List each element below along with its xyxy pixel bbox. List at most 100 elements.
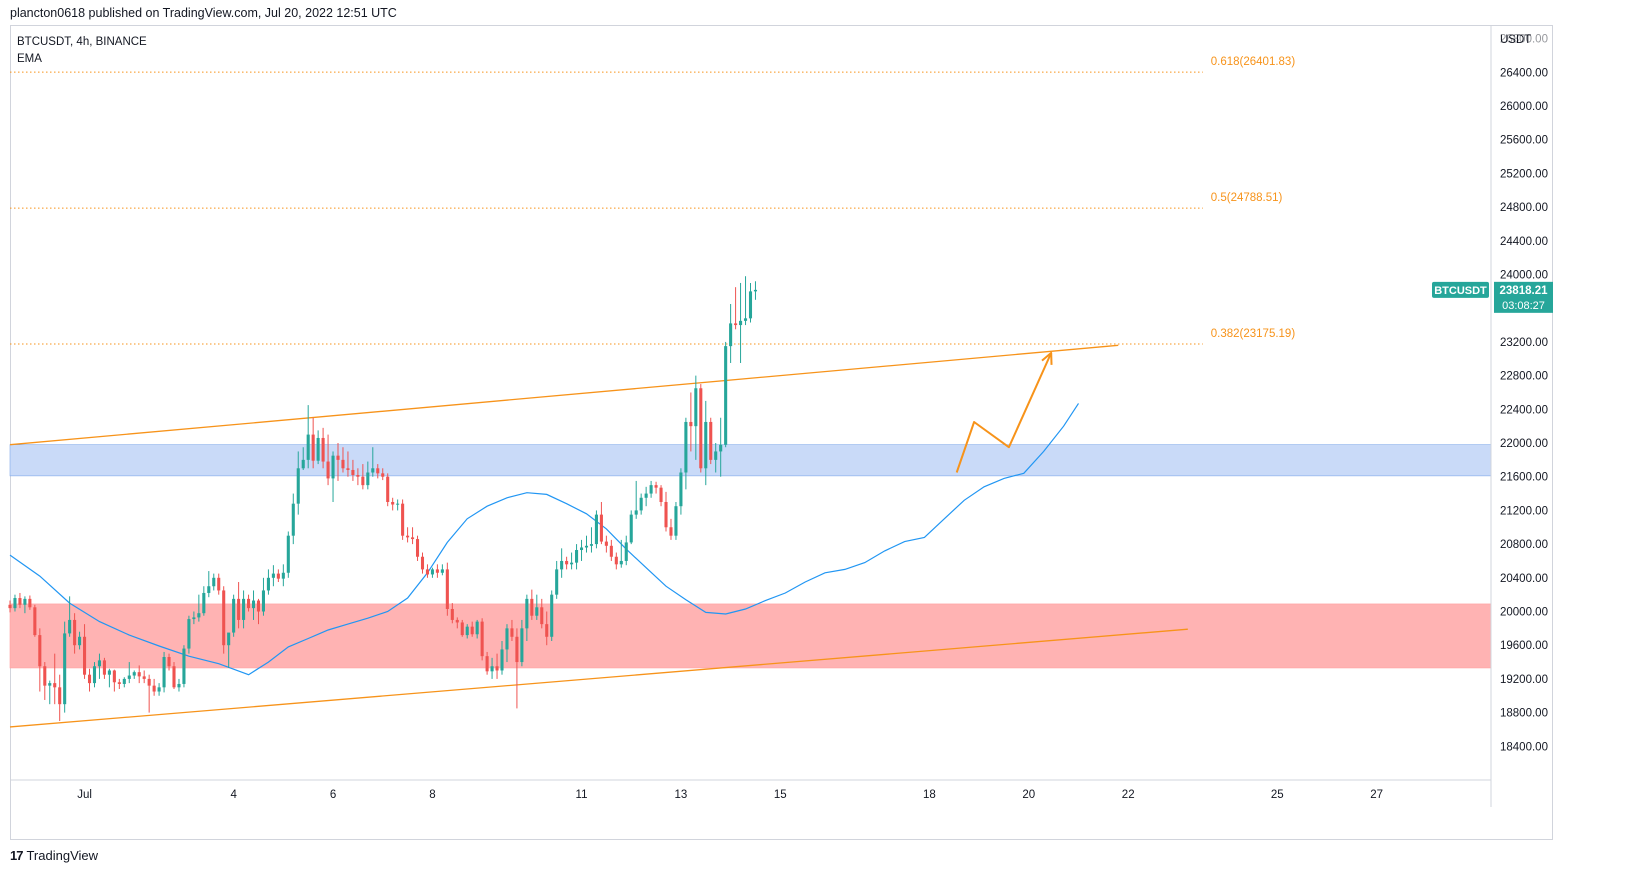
candle <box>510 619 514 641</box>
candle <box>271 565 275 587</box>
candle <box>594 510 598 549</box>
candle-body <box>430 569 434 575</box>
candle <box>659 485 663 507</box>
price-tick-label: 18400.00 <box>1500 741 1548 753</box>
candle <box>28 595 32 610</box>
candle-body <box>649 485 653 494</box>
candle-body <box>187 619 191 649</box>
candle <box>286 531 290 578</box>
candle <box>495 653 499 679</box>
candle-body <box>560 560 564 570</box>
candle-body <box>659 487 663 502</box>
candle <box>162 651 166 693</box>
candle <box>500 640 504 675</box>
candle-body <box>664 501 668 528</box>
candle <box>227 632 231 668</box>
candle-body <box>614 556 618 565</box>
price-tick-label: 22000.00 <box>1500 438 1548 450</box>
candle <box>475 619 479 639</box>
candle-body <box>555 569 559 595</box>
channel-lower-line <box>9 628 1188 728</box>
candle-body <box>286 535 290 573</box>
time-tick-label: 11 <box>576 789 588 801</box>
candle <box>401 499 405 540</box>
candle <box>102 657 106 679</box>
candle <box>704 400 708 486</box>
candle-body <box>594 514 598 545</box>
tradingview-brand-text: TradingView <box>26 848 99 863</box>
candle-body <box>644 493 648 498</box>
candle-body <box>694 388 698 427</box>
candle-body <box>97 660 101 667</box>
candle-body <box>425 569 430 575</box>
publish-header: plancton0618 published on TradingView.co… <box>10 6 397 20</box>
candle <box>614 552 618 570</box>
candle-body <box>753 289 758 292</box>
price-tag-value: 23818.21 <box>1500 285 1549 297</box>
candle <box>411 527 415 545</box>
candle-body <box>704 421 708 469</box>
candle-body <box>396 503 400 505</box>
candle-body <box>48 683 52 686</box>
candle-body <box>321 437 325 462</box>
symbol-line: BTCUSDT, 4h, BINANCE <box>17 36 147 48</box>
candle <box>694 375 698 460</box>
candle-body <box>73 619 77 646</box>
candle <box>381 468 385 481</box>
candle-body <box>674 506 678 536</box>
candle <box>58 674 62 722</box>
price-tick-label: 24800.00 <box>1500 202 1548 214</box>
candle <box>92 662 97 688</box>
supply-zone <box>9 444 1492 477</box>
candle-body <box>729 323 733 347</box>
candle-body <box>341 459 345 469</box>
candle <box>644 486 648 507</box>
candle-body <box>624 542 628 561</box>
footer-brand[interactable]: 17 TradingView <box>10 848 98 863</box>
candle <box>465 624 469 639</box>
candle <box>565 556 569 570</box>
candle-body <box>336 455 340 460</box>
candle-body <box>58 687 62 705</box>
candle <box>361 464 365 490</box>
price-tick-label: 20000.00 <box>1500 607 1548 619</box>
candle-body <box>530 598 534 616</box>
candle-body <box>669 527 673 536</box>
candle-body <box>276 573 280 579</box>
projection-arrow-path <box>955 352 1053 473</box>
price-tick-label: 26400.00 <box>1500 67 1548 79</box>
candle-body <box>68 619 72 634</box>
candle-body <box>33 607 37 636</box>
candle-body <box>420 556 425 570</box>
candle-body <box>371 468 375 473</box>
chart-legend: BTCUSDT, 4h, BINANCE EMA <box>17 34 147 68</box>
candle <box>684 417 688 490</box>
candle-body <box>43 666 47 686</box>
candle <box>167 653 171 671</box>
candle <box>212 573 216 591</box>
candle-body <box>53 683 57 688</box>
candle <box>371 447 375 477</box>
candle-body <box>654 485 658 488</box>
candle <box>43 662 47 700</box>
candle-body <box>629 514 633 543</box>
candle <box>336 443 340 481</box>
candle-body <box>217 577 221 591</box>
candle <box>157 683 161 696</box>
candle-body <box>127 675 131 679</box>
candle-body <box>584 545 589 548</box>
candle-body <box>709 421 713 460</box>
candle-body <box>167 657 171 667</box>
ema-line <box>9 403 1080 676</box>
candle <box>23 596 27 614</box>
candle <box>83 624 87 679</box>
candle-body <box>406 535 410 538</box>
candle-body <box>87 674 92 684</box>
candle-body <box>485 656 489 672</box>
candle <box>460 619 464 637</box>
candle <box>291 493 295 545</box>
candle-body <box>475 621 479 635</box>
time-tick-label: 20 <box>1022 789 1035 801</box>
candle <box>589 527 594 553</box>
